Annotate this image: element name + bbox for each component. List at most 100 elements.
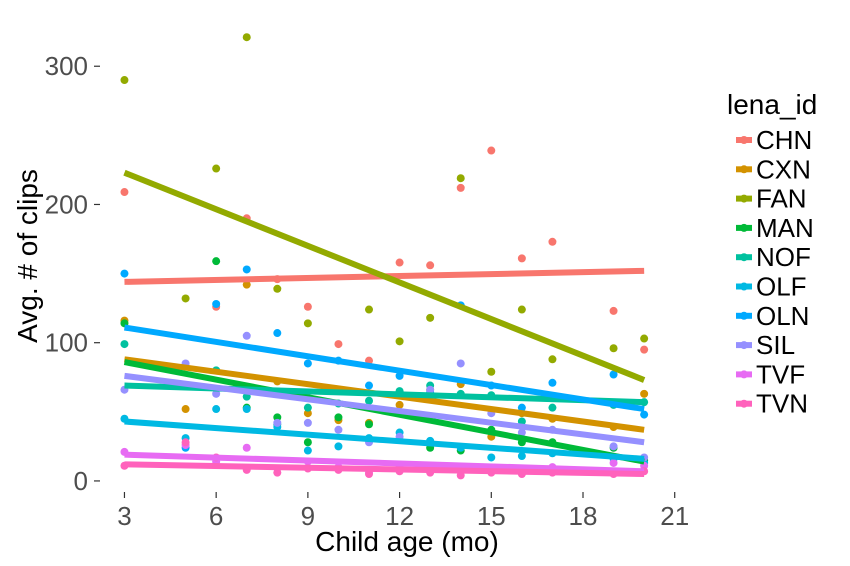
data-point-man xyxy=(212,257,221,266)
legend-label-man: MAN xyxy=(756,213,814,243)
data-point-olf xyxy=(242,405,251,414)
data-point-sil xyxy=(242,331,251,340)
y-tick-label: 200 xyxy=(45,189,88,219)
data-point-sil xyxy=(303,418,312,427)
data-point-sil xyxy=(456,359,465,368)
y-tick-label: 0 xyxy=(74,466,88,496)
data-point-man xyxy=(303,438,312,447)
data-point-nof xyxy=(365,396,374,405)
tick-labels: 3 6 9 12 15 18 21 0 100 200 300 xyxy=(45,51,690,531)
data-point-chn xyxy=(609,306,618,315)
x-axis-title: Child age (mo) xyxy=(315,526,499,557)
data-point-oln xyxy=(640,410,649,419)
data-point-fan xyxy=(456,174,465,183)
data-point-fan xyxy=(426,313,435,322)
trend-lines xyxy=(123,169,646,478)
data-point-oln xyxy=(212,300,221,308)
data-point-oln xyxy=(273,329,282,338)
data-point-chn xyxy=(640,345,649,354)
data-point-sil xyxy=(334,425,343,434)
data-point-olf xyxy=(517,452,526,461)
data-point-nof xyxy=(120,340,129,349)
data-point-oln xyxy=(365,381,374,390)
legend-key-point xyxy=(740,399,748,408)
y-axis-title: Avg. # of clips xyxy=(12,169,43,343)
data-point-nof xyxy=(548,403,557,412)
data-point-tvn xyxy=(273,468,282,477)
data-point-fan xyxy=(212,164,221,173)
legend-label-tvf: TVF xyxy=(756,359,805,389)
legend-label-tvn: TVN xyxy=(756,389,808,419)
x-tick-label: 15 xyxy=(477,501,506,531)
data-point-sil xyxy=(609,442,618,451)
trend-line-tvn xyxy=(124,461,645,478)
data-point-chn xyxy=(517,254,526,263)
data-point-fan xyxy=(548,355,557,364)
data-point-tvn xyxy=(365,470,374,479)
data-point-sil xyxy=(212,389,221,398)
data-point-fan xyxy=(303,319,312,328)
x-tick-label: 9 xyxy=(301,501,315,531)
data-point-olf xyxy=(487,453,496,462)
data-point-fan xyxy=(273,284,282,293)
data-point-tvn xyxy=(181,438,190,447)
trend-line-sil xyxy=(124,372,645,446)
trend-line-tvf xyxy=(124,451,645,475)
legend-label-oln: OLN xyxy=(756,301,809,331)
data-point-fan xyxy=(487,367,496,376)
x-tick-label: 12 xyxy=(385,501,414,531)
data-point-oln xyxy=(548,378,557,387)
data-point-fan xyxy=(120,76,129,85)
x-tick-label: 6 xyxy=(209,501,223,531)
data-point-olf xyxy=(303,446,312,455)
legend-key-point xyxy=(740,341,748,350)
x-tick-label: 21 xyxy=(660,501,689,531)
axes xyxy=(94,65,676,498)
data-point-chn xyxy=(487,146,496,155)
data-point-oln xyxy=(120,269,129,278)
data-point-cxn xyxy=(181,405,190,414)
x-tick-label: 18 xyxy=(569,501,598,531)
data-point-fan xyxy=(395,337,404,346)
legend-key-point xyxy=(740,311,748,320)
y-tick-label: 300 xyxy=(45,51,88,81)
legend-key-point xyxy=(740,223,748,232)
trend-line-oln xyxy=(123,324,645,413)
data-point-tvf xyxy=(242,443,251,452)
data-point-oln xyxy=(303,359,312,368)
data-point-chn xyxy=(395,258,404,267)
legend-label-cxn: CXN xyxy=(756,154,811,184)
legend-key-point xyxy=(740,194,748,203)
legend-key-point xyxy=(740,165,748,174)
data-point-sil xyxy=(273,418,282,427)
data-point-chn xyxy=(120,188,129,197)
data-point-oln xyxy=(517,403,526,412)
data-point-fan xyxy=(640,334,649,343)
data-point-sil xyxy=(517,428,526,437)
data-point-chn xyxy=(426,261,435,270)
data-point-cxn xyxy=(242,280,251,289)
trend-line-olf xyxy=(124,418,645,462)
data-point-tvf xyxy=(609,458,618,467)
data-point-nof xyxy=(303,403,312,412)
data-point-fan xyxy=(242,33,251,42)
legend-label-nof: NOF xyxy=(756,242,811,272)
trend-line-fan xyxy=(123,169,646,383)
legend-title: lena_id xyxy=(727,89,817,120)
legend-key-point xyxy=(740,282,748,291)
data-point-cxn xyxy=(395,400,404,409)
data-point-man xyxy=(273,413,282,422)
legend-key-point xyxy=(740,136,748,144)
data-point-olf xyxy=(334,442,343,451)
legend-label-olf: OLF xyxy=(756,272,807,302)
x-tick-label: 3 xyxy=(117,501,131,531)
data-point-cxn xyxy=(640,389,649,398)
data-point-chn xyxy=(548,237,557,246)
data-point-fan xyxy=(181,294,190,303)
legend-label-chn: CHN xyxy=(756,125,812,155)
data-point-man xyxy=(334,413,343,422)
legend-label-sil: SIL xyxy=(756,330,795,360)
data-point-chn xyxy=(334,340,343,349)
